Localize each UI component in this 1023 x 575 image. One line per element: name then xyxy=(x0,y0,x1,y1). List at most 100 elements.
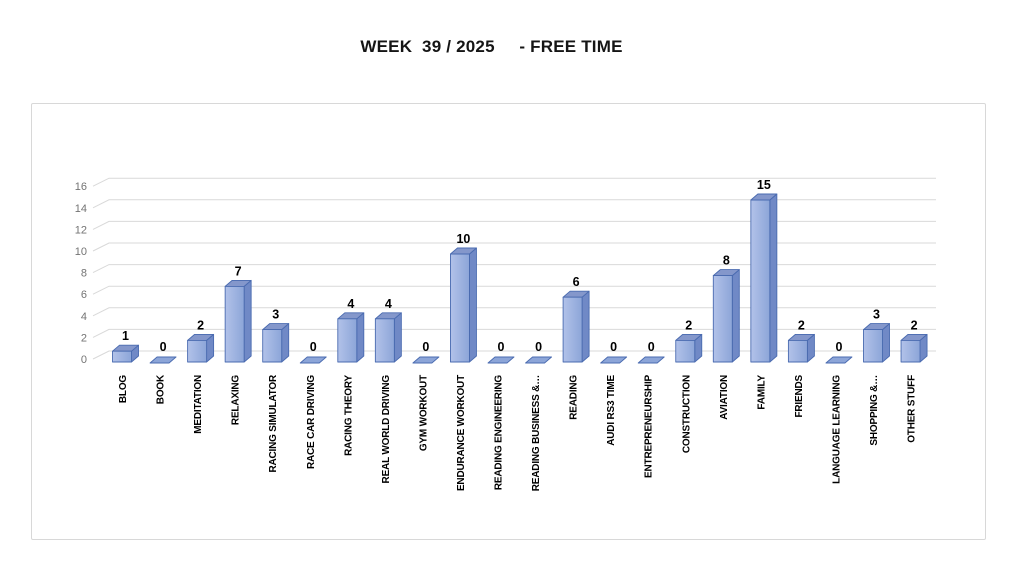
category-label: CONSTRUCTION xyxy=(681,375,692,453)
value-label: 2 xyxy=(197,318,204,332)
bar-side-face xyxy=(769,193,778,363)
category-label: RACING THEORY xyxy=(343,374,354,455)
value-label: 2 xyxy=(798,318,805,332)
bar-zero-slab xyxy=(299,356,327,364)
gridline xyxy=(92,264,936,274)
bars xyxy=(112,193,928,364)
value-label: 0 xyxy=(422,340,429,354)
bar-front-face xyxy=(374,318,395,363)
bar-side-face xyxy=(281,323,290,363)
gridline xyxy=(92,199,936,209)
chart-title: WEEK 39 / 2025 - FREE TIME xyxy=(360,37,623,56)
bar-meditation xyxy=(187,333,215,363)
bar-construction xyxy=(675,333,703,363)
bar-front-face xyxy=(750,199,771,363)
bar-gym-workout xyxy=(412,356,440,364)
y-tick-label: 12 xyxy=(75,224,87,236)
bar-side-face xyxy=(243,279,252,363)
bar-front-face xyxy=(262,329,283,363)
gridline xyxy=(92,307,936,317)
category-label: LANGUAGE LEARNING xyxy=(831,375,842,484)
value-label: 8 xyxy=(723,254,730,268)
category-label: ENTREPRENEURSHIP xyxy=(644,374,655,477)
value-label: 4 xyxy=(347,297,354,311)
bar-zero-slab xyxy=(825,356,853,364)
bar-front-face xyxy=(900,339,921,363)
bar-relaxing xyxy=(224,279,252,363)
bar-other-stuff xyxy=(900,333,928,363)
y-axis-labels: 0 2 4 6 8 10 12 14 16 xyxy=(75,181,87,366)
y-tick-label: 6 xyxy=(81,289,87,301)
gridlines xyxy=(92,177,936,360)
bar-side-face xyxy=(882,323,890,363)
category-label: FRIENDS xyxy=(794,374,805,417)
bar-front-face xyxy=(863,329,883,363)
y-tick-label: 16 xyxy=(75,181,87,193)
bar-entrepreneurship xyxy=(637,356,665,364)
value-label: 0 xyxy=(648,340,655,354)
bar-front-face xyxy=(450,253,470,363)
bar-front-face xyxy=(224,285,245,363)
category-label: AVIATION xyxy=(719,375,730,420)
gridline xyxy=(92,328,936,338)
bar-zero-slab xyxy=(149,356,177,364)
value-label: 0 xyxy=(310,340,317,354)
value-label: 15 xyxy=(757,178,771,192)
category-label: FAMILY xyxy=(756,374,767,409)
y-tick-label: 0 xyxy=(81,354,87,366)
bar-race-car-driving xyxy=(299,356,327,364)
bar-side-face xyxy=(356,312,365,363)
bar-front-face xyxy=(562,296,583,363)
category-label: RELAXING xyxy=(231,375,242,425)
bar-reading-business xyxy=(525,356,552,364)
category-label: AUDI RS3 TIME xyxy=(606,374,617,445)
bar-zero-slab xyxy=(487,356,515,364)
bar-zero-slab xyxy=(600,356,628,364)
bar-side-face xyxy=(393,312,402,363)
bar-front-face xyxy=(187,339,208,363)
value-label: 4 xyxy=(385,297,392,311)
bar-racing-simulator xyxy=(262,323,290,363)
y-tick-label: 2 xyxy=(81,332,87,344)
y-tick-label: 10 xyxy=(75,246,87,258)
category-label: SHOPPING &… xyxy=(869,375,880,446)
bar-friends xyxy=(787,333,815,363)
bar-front-face xyxy=(787,339,808,363)
value-label: 3 xyxy=(272,308,279,322)
value-label: 2 xyxy=(685,318,692,332)
value-label: 7 xyxy=(235,264,242,278)
category-label: READING BUSINESS &… xyxy=(531,375,542,491)
y-tick-label: 8 xyxy=(81,268,87,280)
bar-zero-slab xyxy=(637,356,665,364)
gridline xyxy=(92,285,936,295)
category-label: READING ENGINEERING xyxy=(494,375,505,491)
bar-front-face xyxy=(675,339,696,363)
category-label: MEDITATION xyxy=(193,375,204,434)
bar-front-face xyxy=(337,318,358,363)
bar-reading xyxy=(562,290,590,363)
bar-side-face xyxy=(581,290,590,363)
gridline xyxy=(92,220,936,230)
value-label: 0 xyxy=(535,340,542,354)
bar-language-learning xyxy=(825,356,853,364)
bar-endurance-workout xyxy=(450,247,477,363)
bar-zero-slab xyxy=(412,356,440,364)
category-label: ENDURANCE WORKOUT xyxy=(456,375,467,491)
category-label: RACING SIMULATOR xyxy=(268,374,279,473)
bar-blog xyxy=(112,344,139,363)
bar-shopping xyxy=(863,323,890,363)
gridline xyxy=(92,242,936,252)
value-label: 0 xyxy=(498,340,505,354)
category-label: GYM WORKOUT xyxy=(418,375,429,451)
bar-audi-rs3-time xyxy=(600,356,628,364)
gridline xyxy=(92,177,936,187)
bar-side-face xyxy=(469,247,477,363)
bar-side-face xyxy=(731,269,740,363)
bar-reading-engineering xyxy=(487,356,515,364)
category-label: READING xyxy=(569,375,580,420)
category-label: BLOG xyxy=(118,375,129,404)
bar-book xyxy=(149,356,177,364)
bar-front-face xyxy=(712,275,733,363)
value-label: 0 xyxy=(835,340,842,354)
